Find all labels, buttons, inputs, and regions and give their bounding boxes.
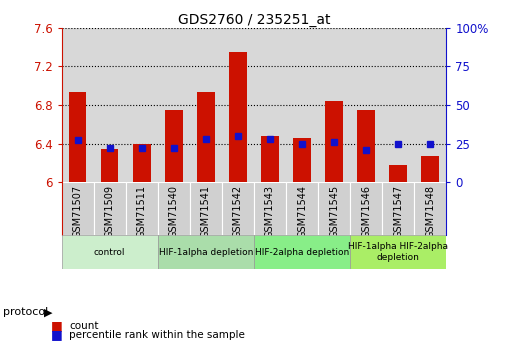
Bar	[325, 101, 343, 182]
Bar	[254, 235, 350, 269]
Text: GSM71546: GSM71546	[361, 185, 371, 238]
Bar	[93, 182, 126, 235]
Bar	[62, 235, 158, 269]
Bar	[350, 182, 382, 235]
Bar	[133, 144, 150, 182]
Text: GSM71547: GSM71547	[393, 185, 403, 238]
Text: GSM71509: GSM71509	[105, 185, 114, 238]
Text: GSM71511: GSM71511	[137, 185, 147, 238]
Text: GSM71543: GSM71543	[265, 185, 275, 238]
Bar	[126, 182, 158, 235]
Text: GSM71540: GSM71540	[169, 185, 179, 238]
Bar	[286, 182, 318, 235]
Text: HIF-1alpha HIF-2alpha
depletion: HIF-1alpha HIF-2alpha depletion	[348, 243, 448, 262]
Bar	[197, 92, 214, 182]
Text: ▶: ▶	[44, 307, 52, 317]
Bar	[69, 92, 86, 182]
Text: GSM71545: GSM71545	[329, 185, 339, 238]
Bar	[254, 182, 286, 235]
Bar	[422, 156, 439, 182]
Text: GSM71544: GSM71544	[297, 185, 307, 238]
Bar	[358, 110, 375, 182]
Bar	[261, 136, 279, 182]
Text: GSM71541: GSM71541	[201, 185, 211, 238]
Text: percentile rank within the sample: percentile rank within the sample	[69, 330, 245, 339]
Bar	[318, 182, 350, 235]
Text: count: count	[69, 321, 99, 331]
Bar	[382, 182, 415, 235]
Bar	[415, 182, 446, 235]
Bar	[62, 182, 93, 235]
Bar	[158, 182, 190, 235]
Text: control: control	[94, 248, 125, 257]
Bar	[158, 235, 254, 269]
Title: GDS2760 / 235251_at: GDS2760 / 235251_at	[177, 12, 330, 27]
Bar	[293, 138, 311, 182]
Bar	[101, 149, 119, 182]
Text: HIF-1alpha depletion: HIF-1alpha depletion	[159, 248, 253, 257]
Bar	[190, 182, 222, 235]
Bar	[222, 182, 254, 235]
Bar	[229, 52, 247, 182]
Text: GSM71548: GSM71548	[425, 185, 435, 238]
Bar	[165, 110, 183, 182]
Text: GSM71507: GSM71507	[73, 185, 83, 238]
Bar	[389, 165, 407, 182]
Bar	[350, 235, 446, 269]
Text: ■: ■	[51, 319, 63, 333]
Text: ■: ■	[51, 328, 63, 341]
Text: GSM71542: GSM71542	[233, 185, 243, 238]
Text: HIF-2alpha depletion: HIF-2alpha depletion	[255, 248, 349, 257]
Text: protocol: protocol	[3, 307, 48, 317]
